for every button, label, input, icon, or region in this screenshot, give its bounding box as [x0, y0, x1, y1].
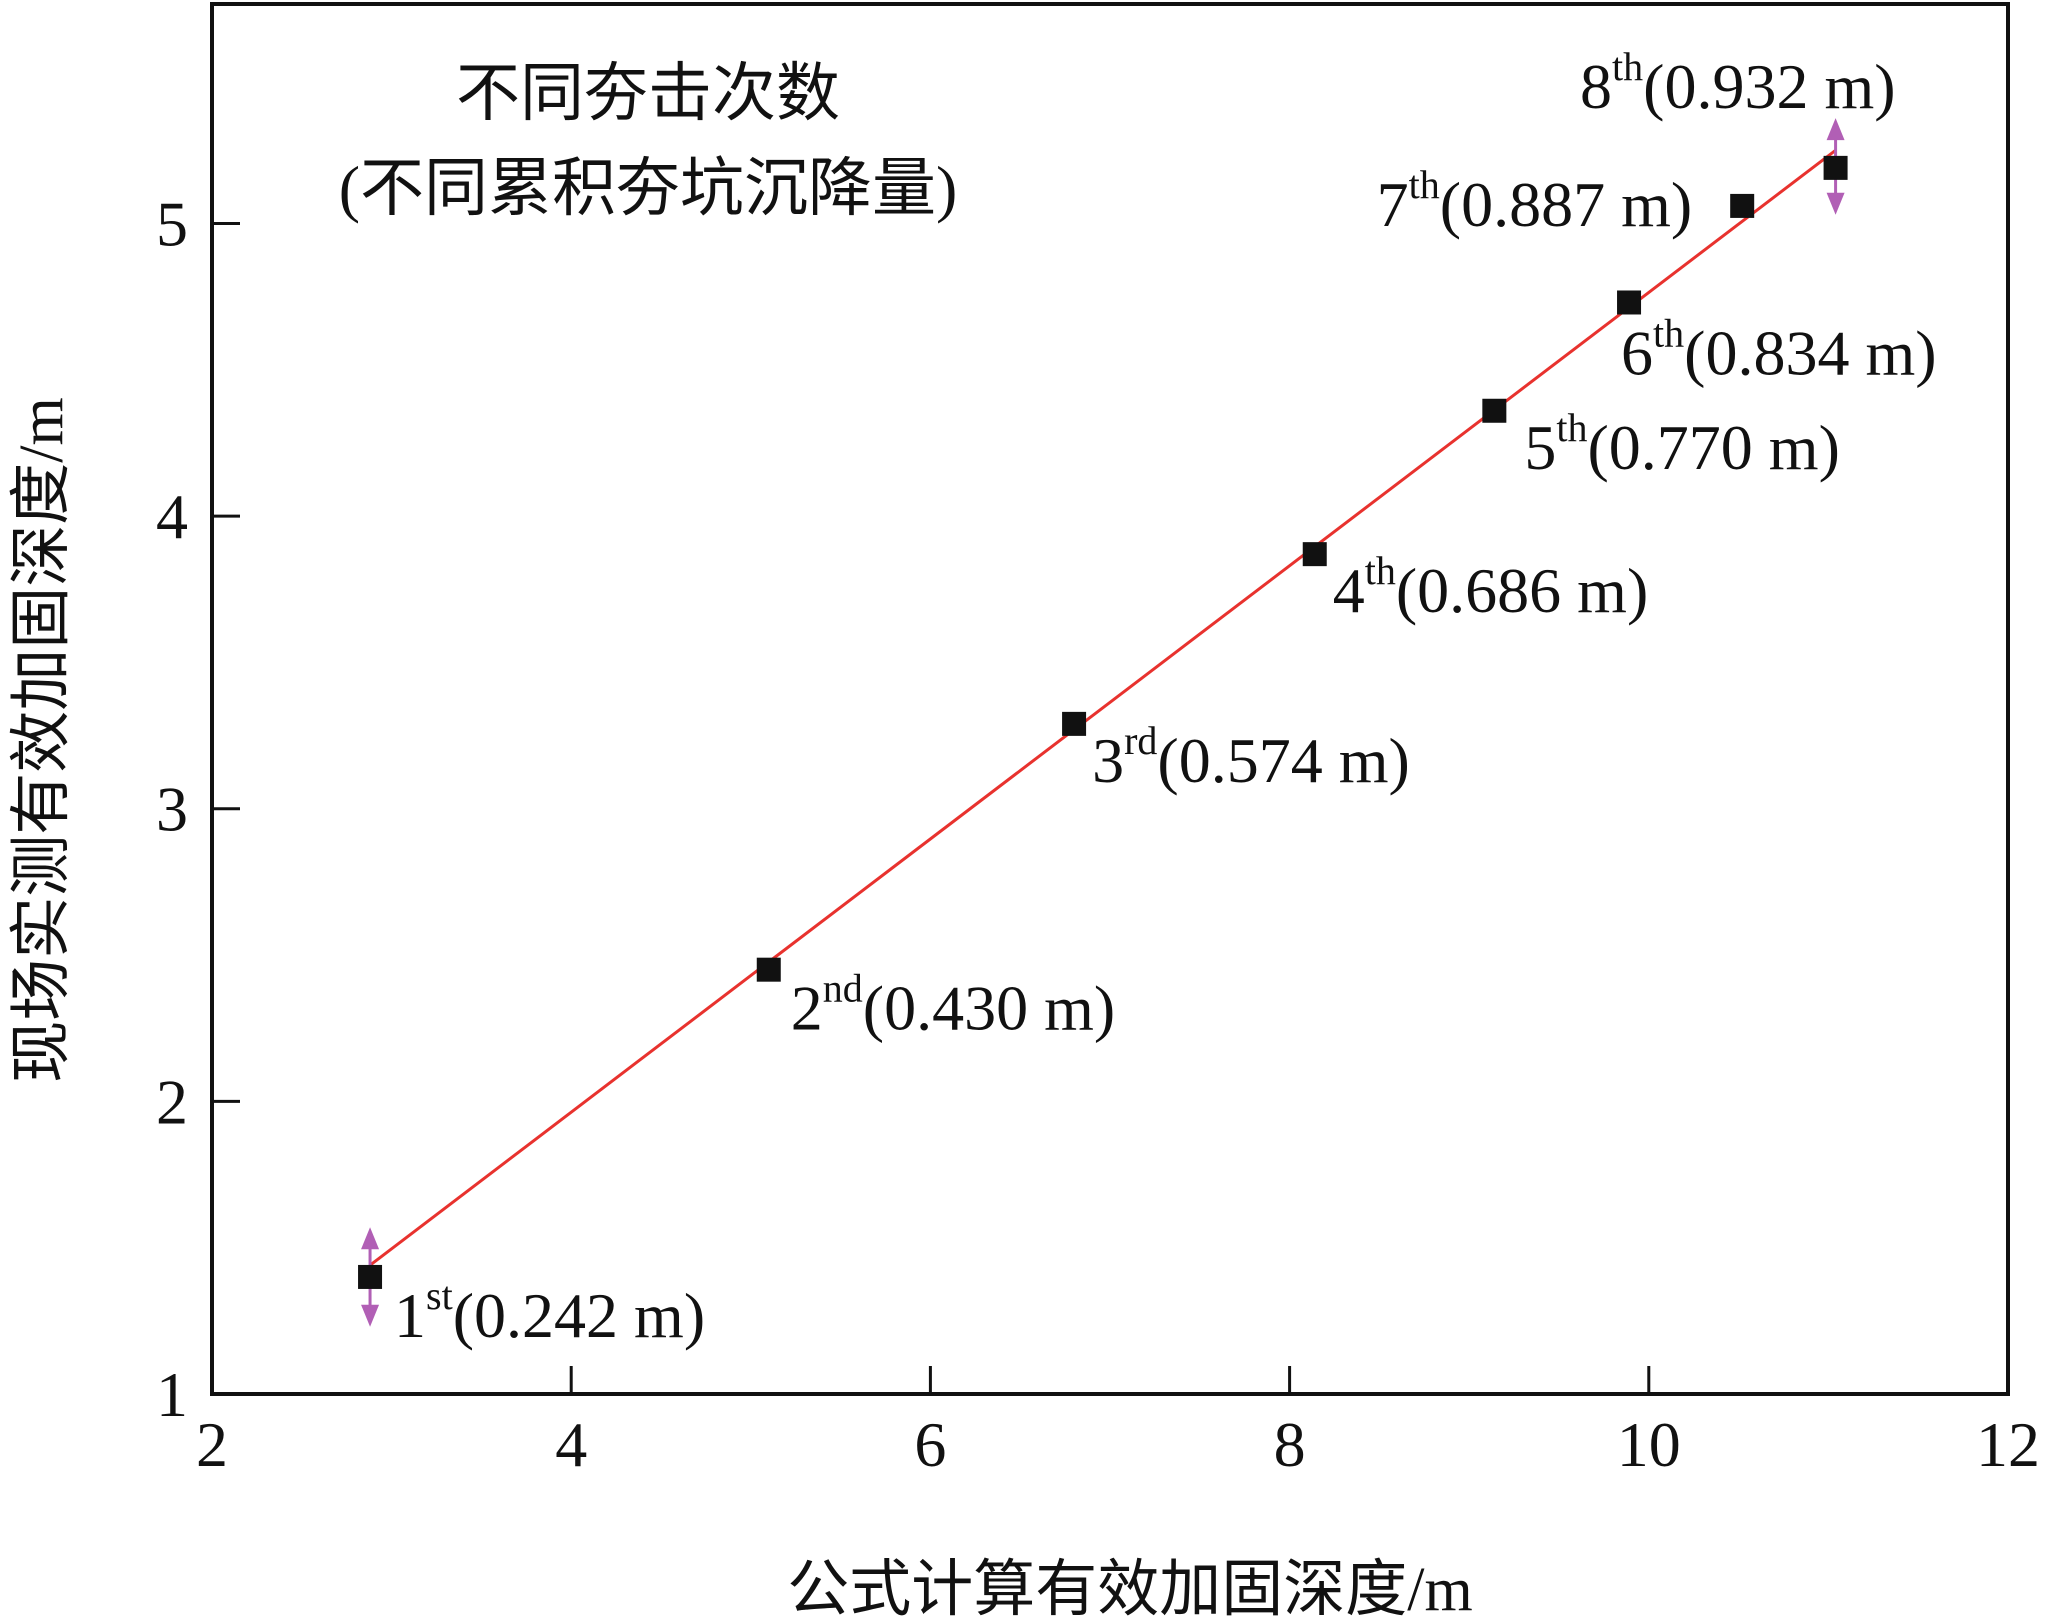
point-label-value: (0.686 m) [1396, 555, 1648, 626]
point-label-index: 4 [1333, 555, 1365, 626]
data-point [1302, 542, 1327, 567]
point-label-suffix: th [1365, 548, 1396, 593]
legend-title-line1: 不同夯击次数 [456, 58, 840, 129]
data-point [1730, 193, 1755, 218]
point-label-value: (0.887 m) [1440, 169, 1692, 240]
data-point [358, 1264, 383, 1289]
x-tick-label: 12 [1976, 1409, 2040, 1480]
y-tick-label: 2 [156, 1066, 188, 1137]
x-axis-title: 公式计算有效加固深度/m [787, 1556, 1472, 1621]
data-points [358, 155, 1848, 1289]
point-label-value: (0.430 m) [863, 973, 1115, 1044]
data-point [1062, 711, 1087, 736]
point-label: 3rd(0.574 m) [1092, 718, 1410, 796]
data-point [1617, 290, 1642, 315]
point-label-suffix: th [1653, 310, 1684, 355]
point-label: 1st(0.242 m) [394, 1273, 705, 1351]
point-label: 6th(0.834 m) [1621, 310, 1937, 388]
y-axis-title: 现场实测有效加固深度/m [8, 397, 76, 1082]
point-labels: 1st(0.242 m)2nd(0.430 m)3rd(0.574 m)4th(… [394, 44, 1937, 1351]
x-tick-label: 2 [196, 1409, 228, 1480]
point-label: 4th(0.686 m) [1333, 548, 1649, 626]
point-label-index: 7 [1377, 169, 1409, 240]
point-label-index: 2 [791, 973, 823, 1044]
point-label-suffix: rd [1124, 718, 1157, 763]
y-tick-label: 3 [156, 774, 188, 845]
y-tick-label: 1 [156, 1359, 188, 1430]
data-point [1823, 155, 1848, 180]
point-label: 7th(0.887 m) [1377, 162, 1693, 240]
point-label-suffix: th [1556, 405, 1587, 450]
point-label-value: (0.574 m) [1157, 725, 1409, 796]
point-label-suffix: th [1612, 44, 1643, 89]
fit-line-group [369, 149, 1837, 1267]
point-label-index: 3 [1092, 725, 1124, 796]
point-label: 2nd(0.430 m) [791, 966, 1115, 1044]
x-axis-ticks: 2 4 6 8 10 12 [196, 1366, 2040, 1480]
point-label: 5th(0.770 m) [1524, 405, 1840, 483]
data-point [1482, 398, 1507, 423]
point-label: 8th(0.932 m) [1580, 44, 1896, 122]
point-label-suffix: st [426, 1273, 453, 1318]
y-tick-label: 5 [156, 188, 188, 259]
x-tick-label: 10 [1617, 1409, 1681, 1480]
x-tick-label: 4 [555, 1409, 587, 1480]
point-label-value: (0.770 m) [1587, 412, 1839, 483]
point-label-index: 1 [394, 1280, 426, 1351]
point-label-value: (0.834 m) [1684, 317, 1936, 388]
point-label-index: 8 [1580, 51, 1612, 122]
point-label-suffix: nd [823, 966, 863, 1011]
y-tick-label: 4 [156, 481, 188, 552]
point-label-value: (0.932 m) [1643, 51, 1895, 122]
point-label-index: 5 [1524, 412, 1556, 483]
x-tick-label: 8 [1274, 1409, 1306, 1480]
data-point [756, 957, 781, 982]
fit-line [369, 149, 1837, 1267]
point-label-index: 6 [1621, 317, 1653, 388]
y-axis-ticks: 1 2 3 4 5 [156, 188, 240, 1430]
point-label-value: (0.242 m) [453, 1280, 705, 1351]
legend-title-line2: (不同累积夯坑沉降量) [339, 153, 958, 224]
point-label-suffix: th [1409, 162, 1440, 207]
x-tick-label: 6 [914, 1409, 946, 1480]
plot-frame [210, 2, 2010, 1396]
